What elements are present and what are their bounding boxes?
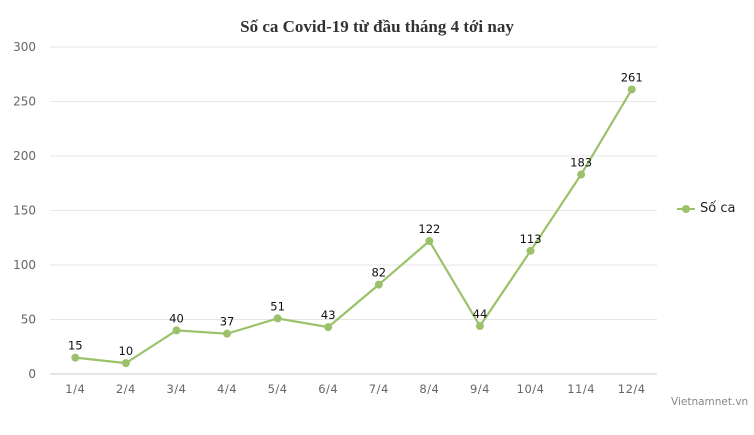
x-axis: 1/4 2/4 3/4 4/4 5/4 6/4 7/4 8/4 9/4 10/4 11/4 12/4 bbox=[65, 382, 645, 396]
data-label: 43 bbox=[321, 308, 336, 322]
data-label: 113 bbox=[520, 232, 542, 246]
y-axis: 0 50 100 150 200 250 300 bbox=[13, 40, 36, 381]
data-point[interactable] bbox=[172, 326, 181, 335]
x-tick-label: 6/4 bbox=[318, 382, 338, 396]
y-tick-label: 150 bbox=[13, 204, 36, 218]
series-line bbox=[75, 88, 633, 365]
data-point[interactable] bbox=[374, 280, 383, 289]
y-tick-label: 100 bbox=[13, 258, 36, 272]
x-tick-label: 9/4 bbox=[470, 382, 490, 396]
y-tick-label: 300 bbox=[13, 40, 36, 54]
x-tick-label: 11/4 bbox=[567, 382, 595, 396]
data-labels: 15 10 40 37 51 43 82 122 44 113 183 261 bbox=[68, 71, 643, 359]
data-point[interactable] bbox=[223, 329, 232, 338]
data-label: 261 bbox=[621, 71, 643, 85]
y-tick-label: 50 bbox=[21, 313, 36, 327]
data-point[interactable] bbox=[526, 246, 535, 255]
y-tick-label: 200 bbox=[13, 149, 36, 163]
legend-label: Số ca bbox=[700, 201, 736, 216]
data-point[interactable] bbox=[121, 359, 130, 368]
data-label: 122 bbox=[418, 222, 440, 236]
data-label: 10 bbox=[119, 344, 134, 358]
data-label: 51 bbox=[270, 299, 285, 313]
source-credit: Vietnamnet.vn bbox=[671, 396, 749, 408]
x-tick-label: 12/4 bbox=[618, 382, 646, 396]
data-point[interactable] bbox=[425, 237, 434, 246]
chart-title: Số ca Covid-19 từ đầu tháng 4 tới nay bbox=[240, 17, 514, 36]
gridlines bbox=[50, 46, 657, 375]
data-label: 40 bbox=[169, 311, 184, 325]
x-tick-label: 1/4 bbox=[65, 382, 85, 396]
x-tick-label: 10/4 bbox=[517, 382, 545, 396]
data-point[interactable] bbox=[71, 353, 80, 362]
x-tick-label: 7/4 bbox=[369, 382, 389, 396]
data-label: 183 bbox=[570, 156, 592, 170]
data-label: 15 bbox=[68, 339, 83, 353]
data-label: 82 bbox=[371, 266, 386, 280]
series-so-ca[interactable] bbox=[71, 85, 636, 368]
data-point[interactable] bbox=[273, 314, 282, 323]
x-tick-label: 5/4 bbox=[268, 382, 288, 396]
y-tick-label: 250 bbox=[13, 95, 36, 109]
x-tick-label: 3/4 bbox=[166, 382, 186, 396]
line-marker-icon bbox=[677, 204, 695, 213]
data-point[interactable] bbox=[577, 170, 586, 179]
x-tick-label: 4/4 bbox=[217, 382, 237, 396]
data-label: 37 bbox=[220, 315, 235, 329]
x-tick-label: 8/4 bbox=[419, 382, 439, 396]
data-label: 44 bbox=[473, 307, 488, 321]
data-point[interactable] bbox=[324, 323, 333, 332]
data-point[interactable] bbox=[627, 85, 636, 94]
y-tick-label: 0 bbox=[28, 367, 36, 381]
legend-item-so-ca[interactable]: Số ca bbox=[677, 201, 735, 216]
x-tick-label: 2/4 bbox=[116, 382, 136, 396]
data-point[interactable] bbox=[475, 322, 484, 331]
